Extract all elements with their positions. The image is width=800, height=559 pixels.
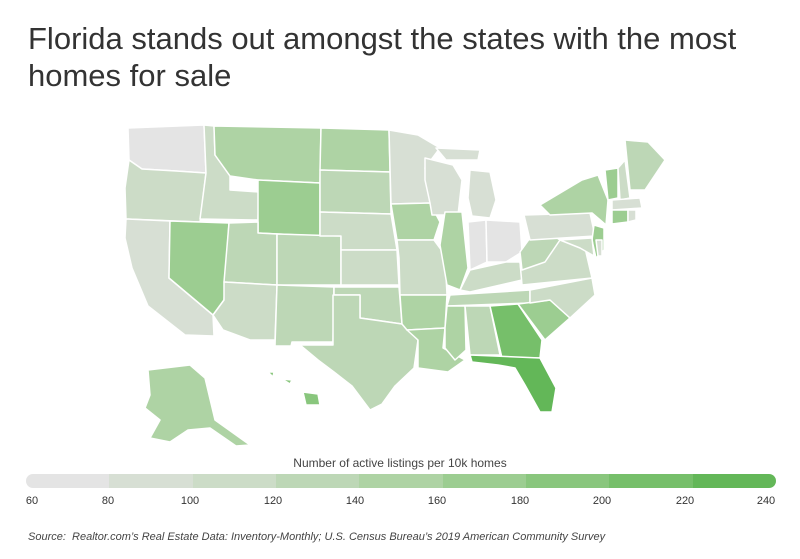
state-delaware [595, 239, 603, 257]
state-indiana [467, 219, 488, 271]
legend-tick: 240 [756, 495, 776, 507]
legend-swatch-5 [359, 474, 443, 488]
state-michigan [435, 147, 497, 219]
state-new-york [539, 174, 609, 226]
state-hawaii [267, 371, 321, 406]
legend-color-bar [26, 474, 776, 488]
state-wisconsin [424, 157, 463, 216]
legend-swatch-6 [442, 474, 526, 488]
state-iowa [390, 202, 441, 241]
source-note: Source: Realtor.com’s Real Estate Data: … [28, 531, 605, 543]
state-arkansas [399, 294, 448, 331]
legend-tick: 220 [675, 495, 695, 507]
legend-swatch-1 [26, 474, 110, 488]
source-label: Source: [28, 531, 66, 543]
legend-tick: 180 [510, 495, 530, 507]
legend-tick: 160 [427, 495, 447, 507]
state-wyoming [257, 179, 321, 237]
state-ohio [485, 219, 523, 263]
state-missouri [396, 239, 448, 296]
legend-swatch-3 [192, 474, 276, 488]
state-florida [469, 354, 557, 413]
state-kansas [340, 249, 400, 286]
legend-swatch-4 [275, 474, 360, 488]
state-georgia [489, 303, 543, 359]
state-massachusetts [611, 197, 643, 211]
state-washington [127, 124, 207, 174]
state-texas [299, 294, 419, 411]
legend-tick: 140 [345, 495, 365, 507]
legend-swatch-8 [609, 474, 693, 488]
legend-swatch-2 [109, 474, 193, 488]
state-maryland [559, 237, 595, 257]
state-rhode-island [627, 209, 637, 223]
state-north-dakota [319, 127, 391, 173]
source-text: Realtor.com’s Real Estate Data: Inventor… [72, 531, 606, 543]
legend-tick: 100 [180, 495, 200, 507]
legend-tick: 200 [592, 495, 612, 507]
state-vermont [604, 167, 619, 201]
state-maine [624, 139, 666, 191]
chart-title: Florida stands out amongst the states wi… [28, 21, 737, 93]
state-new-mexico [274, 284, 335, 347]
legend-swatch-7 [525, 474, 610, 488]
state-mississippi [444, 305, 467, 361]
state-alabama [464, 305, 501, 356]
state-connecticut [611, 209, 629, 225]
legend-swatch-9 [692, 474, 776, 488]
state-pennsylvania [523, 212, 596, 241]
state-colorado [276, 233, 342, 286]
state-south-dakota [319, 169, 392, 215]
legend-title: Number of active listings per 10k homes [293, 456, 507, 470]
legend-tick: 80 [101, 495, 115, 507]
state-alaska [144, 364, 251, 447]
legend-tick: 120 [263, 495, 283, 507]
state-montana [213, 125, 322, 184]
legend-tick: 60 [25, 495, 39, 507]
